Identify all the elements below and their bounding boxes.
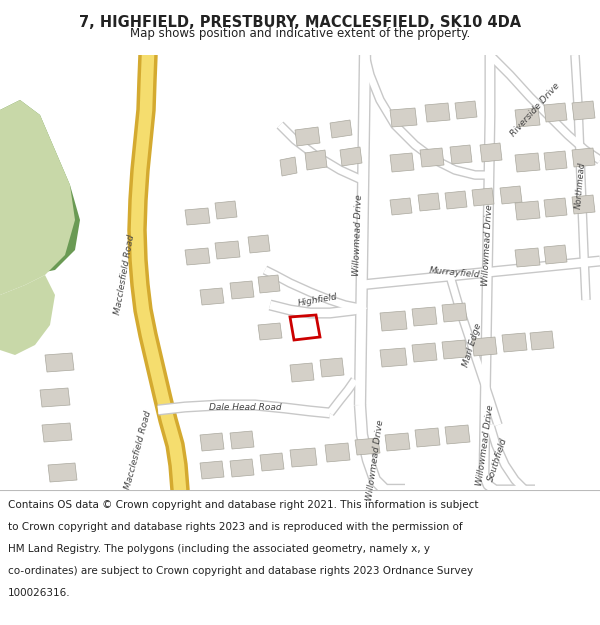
Polygon shape <box>325 443 350 462</box>
Polygon shape <box>40 388 70 407</box>
Polygon shape <box>380 348 407 367</box>
Polygon shape <box>450 145 472 164</box>
Polygon shape <box>230 281 254 299</box>
Polygon shape <box>200 288 224 305</box>
Polygon shape <box>185 248 210 265</box>
Polygon shape <box>200 433 224 451</box>
Polygon shape <box>230 459 254 477</box>
Polygon shape <box>412 307 437 326</box>
Text: co-ordinates) are subject to Crown copyright and database rights 2023 Ordnance S: co-ordinates) are subject to Crown copyr… <box>8 566 473 576</box>
Polygon shape <box>455 101 477 119</box>
Text: to Crown copyright and database rights 2023 and is reproduced with the permissio: to Crown copyright and database rights 2… <box>8 522 463 532</box>
Polygon shape <box>544 151 567 170</box>
Polygon shape <box>230 431 254 449</box>
Polygon shape <box>442 340 467 359</box>
Text: Northmead: Northmead <box>574 161 587 209</box>
Polygon shape <box>480 143 502 162</box>
Polygon shape <box>320 358 344 377</box>
Text: Marl Edge: Marl Edge <box>461 322 483 368</box>
Polygon shape <box>572 148 595 167</box>
Polygon shape <box>0 100 75 295</box>
Polygon shape <box>500 186 522 204</box>
Polygon shape <box>215 241 240 259</box>
Polygon shape <box>418 193 440 211</box>
Polygon shape <box>248 235 270 253</box>
Polygon shape <box>425 103 450 122</box>
Polygon shape <box>420 148 444 167</box>
Polygon shape <box>258 323 282 340</box>
Polygon shape <box>295 127 320 146</box>
Text: Macclesfield Road: Macclesfield Road <box>123 409 153 491</box>
Polygon shape <box>515 201 540 220</box>
Polygon shape <box>290 448 317 467</box>
Polygon shape <box>260 453 284 471</box>
Polygon shape <box>305 150 327 170</box>
Polygon shape <box>515 248 540 267</box>
Polygon shape <box>572 195 595 214</box>
Polygon shape <box>385 433 410 451</box>
Text: Highfield: Highfield <box>298 292 338 308</box>
Text: Willowmead Drive: Willowmead Drive <box>475 404 495 486</box>
Polygon shape <box>215 201 237 219</box>
Polygon shape <box>340 147 362 166</box>
Polygon shape <box>515 153 540 172</box>
Polygon shape <box>415 428 440 447</box>
Text: Dale Head Road: Dale Head Road <box>209 402 281 411</box>
Text: Map shows position and indicative extent of the property.: Map shows position and indicative extent… <box>130 27 470 39</box>
Text: Contains OS data © Crown copyright and database right 2021. This information is : Contains OS data © Crown copyright and d… <box>8 500 479 510</box>
Polygon shape <box>530 331 554 350</box>
Polygon shape <box>185 208 210 225</box>
Polygon shape <box>544 103 567 122</box>
Polygon shape <box>544 245 567 264</box>
Polygon shape <box>472 188 494 206</box>
Text: Southfield: Southfield <box>487 437 509 483</box>
Text: 100026316.: 100026316. <box>8 588 71 598</box>
Text: Murrayfield: Murrayfield <box>429 266 481 280</box>
Text: Willowmead Drive: Willowmead Drive <box>481 204 494 286</box>
Polygon shape <box>502 333 527 352</box>
Polygon shape <box>442 303 467 322</box>
Polygon shape <box>445 425 470 444</box>
Polygon shape <box>355 438 380 455</box>
Polygon shape <box>330 120 352 138</box>
Polygon shape <box>390 108 417 127</box>
Polygon shape <box>390 153 414 172</box>
Polygon shape <box>0 100 80 275</box>
Polygon shape <box>48 463 77 482</box>
Polygon shape <box>572 101 595 120</box>
Text: Willowmead Drive: Willowmead Drive <box>365 419 385 501</box>
Text: Macclesfield Road: Macclesfield Road <box>113 234 136 316</box>
Polygon shape <box>380 311 407 331</box>
Polygon shape <box>200 461 224 479</box>
Polygon shape <box>445 191 467 209</box>
Text: Riverside Drive: Riverside Drive <box>509 81 562 139</box>
Polygon shape <box>472 337 497 356</box>
Polygon shape <box>45 353 74 372</box>
Polygon shape <box>0 275 55 355</box>
Polygon shape <box>258 275 280 293</box>
Polygon shape <box>290 363 314 382</box>
Text: 7, HIGHFIELD, PRESTBURY, MACCLESFIELD, SK10 4DA: 7, HIGHFIELD, PRESTBURY, MACCLESFIELD, S… <box>79 16 521 31</box>
Polygon shape <box>412 343 437 362</box>
Polygon shape <box>280 157 297 176</box>
Polygon shape <box>544 198 567 217</box>
Polygon shape <box>42 423 72 442</box>
Text: Willowmead Drive: Willowmead Drive <box>352 194 364 276</box>
Polygon shape <box>515 108 540 127</box>
Text: HM Land Registry. The polygons (including the associated geometry, namely x, y: HM Land Registry. The polygons (includin… <box>8 544 430 554</box>
Polygon shape <box>390 198 412 215</box>
